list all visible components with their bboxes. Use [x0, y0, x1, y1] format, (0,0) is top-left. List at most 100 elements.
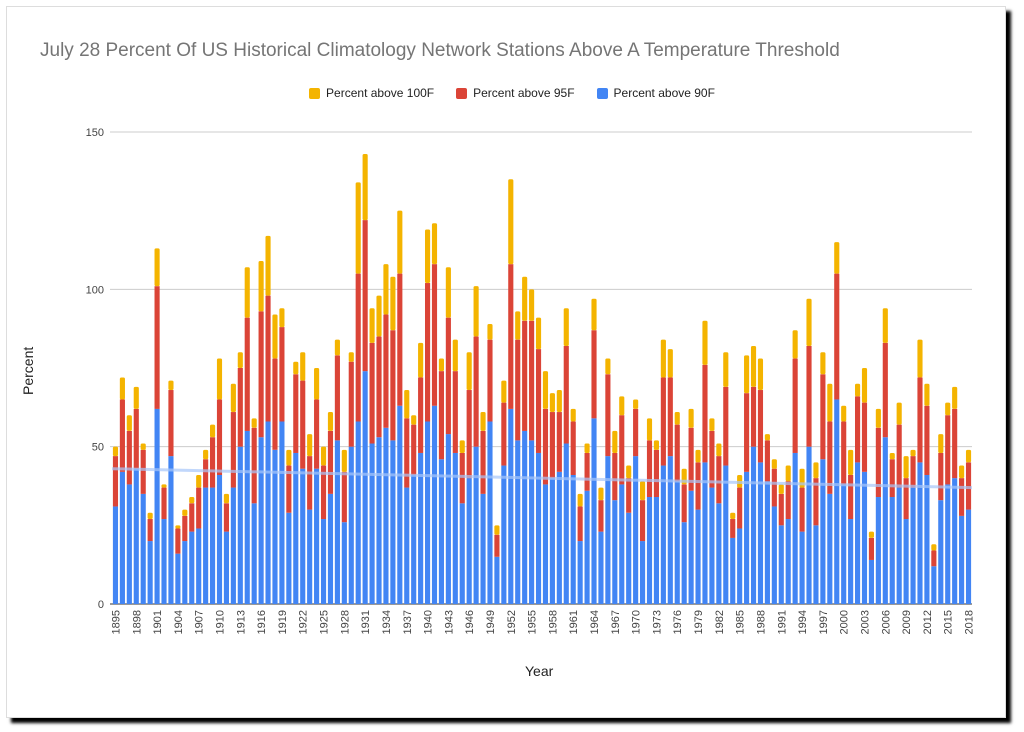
- x-tick-label: 1907: [194, 610, 206, 634]
- legend-item-100f[interactable]: Percent above 100F: [309, 86, 434, 100]
- bar-segment-1983-90f: [723, 465, 729, 604]
- bar-segment-1900-95f: [147, 519, 153, 542]
- bar-segment-1963-90f: [584, 490, 590, 604]
- bar-segment-1969-90f: [626, 512, 632, 604]
- bar-segment-1919-100f: [279, 308, 285, 328]
- bar-segment-1949-90f: [487, 421, 493, 604]
- bar-segment-2014-100f: [938, 434, 944, 453]
- bar-segment-1900-100f: [147, 512, 153, 520]
- bar-segment-1999-90f: [834, 399, 840, 604]
- bar-segment-1924-95f: [314, 399, 320, 469]
- bar-segment-1962-95f: [577, 506, 583, 542]
- x-axis-label: Year: [525, 663, 554, 679]
- bar-segment-1980-100f: [702, 320, 708, 365]
- bar-segment-1950-90f: [494, 556, 500, 604]
- bar-segment-1979-100f: [695, 449, 701, 463]
- bar-segment-1947-90f: [473, 446, 479, 604]
- bar-segment-1914-100f: [244, 267, 250, 318]
- bar-segment-1936-95f: [397, 273, 403, 406]
- bar-segment-1898-90f: [133, 468, 139, 604]
- bar-segment-1951-90f: [501, 465, 507, 604]
- bar-segment-2012-100f: [924, 383, 930, 406]
- bar-segment-1950-100f: [494, 525, 500, 535]
- bar-segment-1966-95f: [605, 374, 611, 457]
- bar-segment-1956-90f: [535, 452, 542, 604]
- bar-segment-1952-90f: [508, 408, 514, 604]
- bar-segment-1930-90f: [355, 421, 361, 604]
- bar-segment-1979-95f: [695, 462, 701, 510]
- bar-segment-2018-90f: [965, 509, 972, 604]
- bar-segment-2018-100f: [965, 449, 972, 463]
- bar-segment-1955-90f: [529, 440, 535, 604]
- x-tick-label: 1976: [672, 610, 684, 634]
- bar-segment-1992-90f: [785, 519, 791, 604]
- bar-segment-1919-90f: [279, 421, 285, 604]
- bar-segment-2004-100f: [868, 531, 875, 538]
- bar-segment-1924-90f: [314, 468, 320, 604]
- bar-segment-1955-100f: [529, 289, 535, 321]
- bar-segment-2017-100f: [959, 465, 965, 479]
- bar-segment-1999-100f: [834, 242, 840, 274]
- bar-segment-1968-90f: [619, 484, 625, 604]
- legend-item-90f[interactable]: Percent above 90F: [596, 86, 715, 100]
- bar-segment-1907-90f: [196, 528, 202, 604]
- bar-segment-1899-90f: [140, 493, 146, 604]
- bar-segment-1939-95f: [418, 377, 424, 453]
- x-tick-label: 1919: [277, 610, 289, 634]
- bar-segment-1957-95f: [542, 408, 549, 485]
- x-tick-label: 2006: [880, 610, 892, 634]
- bar-segment-1928-100f: [341, 449, 347, 472]
- bar-segment-1897-95f: [126, 430, 132, 485]
- x-tick-label: 1913: [235, 610, 247, 634]
- bar-segment-1986-100f: [744, 355, 750, 394]
- bar-segment-1971-90f: [639, 541, 646, 604]
- bar-segment-1931-100f: [362, 154, 368, 221]
- legend-item-95f[interactable]: Percent above 95F: [456, 86, 575, 100]
- bar-segment-1952-95f: [508, 264, 514, 409]
- bar-segment-1913-90f: [237, 446, 243, 604]
- bar-segment-1992-95f: [785, 481, 791, 520]
- y-tick-label: 100: [86, 284, 104, 296]
- bar-segment-1984-90f: [730, 537, 736, 604]
- x-tick-label: 1904: [173, 610, 185, 634]
- bar-segment-1895-100f: [112, 446, 119, 457]
- x-tick-label: 1943: [443, 610, 455, 634]
- bar-segment-1941-100f: [431, 223, 438, 265]
- bar-segment-2010-90f: [910, 487, 916, 604]
- bar-segment-1910-100f: [216, 358, 223, 400]
- bar-segment-1936-90f: [397, 405, 403, 604]
- bar-segment-1899-100f: [140, 443, 146, 450]
- bar-segment-1900-90f: [147, 541, 153, 604]
- x-tick-label: 1916: [256, 610, 268, 634]
- bar-segment-1913-100f: [237, 352, 243, 368]
- bar-segment-1958-90f: [549, 478, 555, 604]
- bar-segment-1958-95f: [549, 412, 555, 479]
- bar-segment-1916-100f: [258, 261, 264, 312]
- bar-segment-1949-95f: [487, 339, 493, 422]
- bar-segment-1946-90f: [466, 478, 472, 604]
- bar-segment-1978-95f: [688, 427, 694, 491]
- bar-segment-1986-90f: [744, 471, 750, 604]
- bar-segment-1901-95f: [154, 286, 160, 409]
- bar-segment-1990-95f: [771, 468, 777, 507]
- bar-segment-2009-95f: [903, 478, 909, 520]
- bar-segment-1986-95f: [744, 393, 750, 472]
- y-tick-label: 150: [86, 127, 104, 139]
- bar-segment-2003-100f: [861, 368, 868, 403]
- bar-segment-1922-90f: [300, 468, 306, 604]
- x-tick-label: 1967: [610, 610, 622, 634]
- bar-segment-1908-100f: [203, 449, 209, 460]
- bar-segment-1912-95f: [230, 412, 236, 488]
- x-tick-label: 1925: [319, 610, 331, 634]
- bar-segment-1930-100f: [355, 182, 361, 274]
- bar-segment-2013-95f: [931, 550, 937, 567]
- bar-segment-1973-100f: [653, 440, 660, 450]
- bar-segment-2006-90f: [882, 437, 888, 604]
- bar-segment-1919-95f: [279, 327, 285, 422]
- bar-segment-1932-95f: [369, 342, 375, 444]
- bar-segment-1916-95f: [258, 311, 264, 438]
- bar-segment-1994-90f: [799, 531, 805, 604]
- bar-segment-1930-95f: [355, 273, 361, 422]
- bar-segment-1942-90f: [438, 459, 445, 604]
- bar-segment-1962-100f: [577, 493, 583, 507]
